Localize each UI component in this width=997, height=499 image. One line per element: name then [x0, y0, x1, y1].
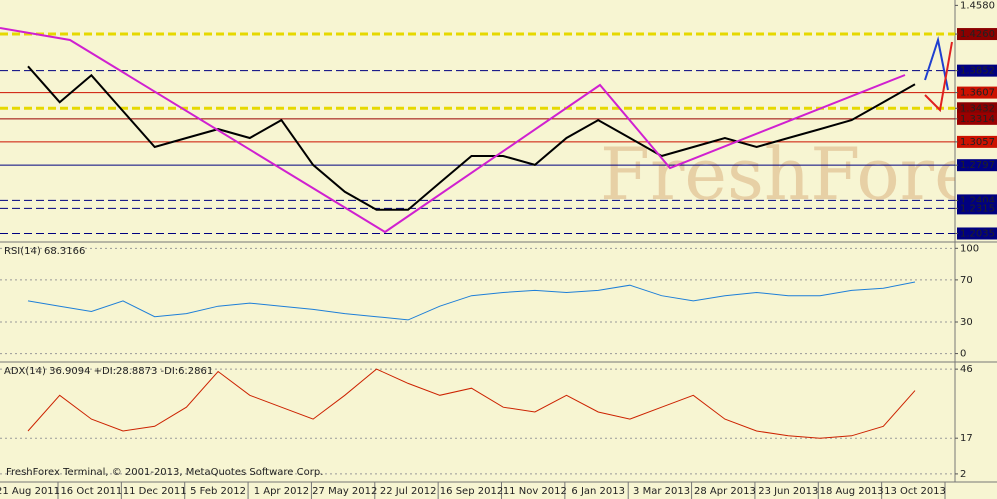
- y-tick-label: 100: [960, 243, 979, 254]
- tick-label-box: [957, 64, 997, 77]
- tick-label-box: [957, 112, 997, 125]
- forecast-arrow: [924, 41, 953, 113]
- x-tick-label: 16 Sep 2012: [440, 486, 503, 497]
- y-tick-label: 1.3432: [960, 103, 995, 114]
- x-tick-label: 16 Oct 2011: [60, 486, 122, 497]
- tick-label-box: [957, 202, 997, 215]
- trend-line: [0, 27, 906, 234]
- series-line: [27, 65, 916, 211]
- x-tick-label: 28 Apr 2013: [694, 486, 756, 497]
- y-tick-label: 70: [960, 275, 973, 286]
- x-tick-label: 6 Jan 2013: [571, 486, 625, 497]
- indicator-title: RSI(14) 68.3166: [4, 246, 85, 257]
- watermark: FreshForex: [600, 132, 997, 216]
- tick-label-box: [957, 135, 997, 148]
- x-tick-label: 22 Jul 2012: [380, 486, 437, 497]
- series-line: [27, 368, 916, 439]
- y-tick-label: 1.2404: [960, 195, 995, 206]
- footer: FreshForex Terminal, © 2001-2013, MetaQu…: [6, 467, 323, 478]
- y-tick-label: 1.3607: [960, 88, 995, 99]
- forecast-arrow: [924, 36, 949, 91]
- x-tick-label: 11 Dec 2011: [123, 486, 187, 497]
- y-tick-label: 1.3057: [960, 137, 995, 148]
- tick-label-box: [957, 86, 997, 99]
- y-tick-label: 17: [960, 433, 973, 444]
- y-tick-label: 1.2797: [960, 160, 995, 171]
- x-tick-label: 18 Aug 2013: [820, 486, 884, 497]
- x-tick-label: 3 Mar 2013: [633, 486, 690, 497]
- tick-label-box: [957, 28, 997, 41]
- y-tick-label: 1.4260: [960, 29, 995, 40]
- series-line: [27, 281, 916, 321]
- y-tick-label: 1.3852: [960, 66, 995, 77]
- y-tick-label: 1.4580: [960, 0, 995, 11]
- y-tick-label: 1.3314: [960, 114, 995, 125]
- x-tick-label: 13 Oct 2013: [884, 486, 946, 497]
- x-tick-label: 21 Aug 2011: [0, 486, 60, 497]
- tick-label-box: [957, 102, 997, 115]
- indicator-title: ADX(14) 36.9094 +DI:28.8873 -DI:6.2861: [4, 366, 213, 377]
- y-tick-label: 46: [960, 364, 973, 375]
- y-tick-label: 0: [960, 349, 966, 360]
- x-tick-label: 1 Apr 2012: [254, 486, 309, 497]
- y-tick-label: 2: [960, 469, 966, 480]
- y-tick-label: 1.2315: [960, 203, 995, 214]
- tick-label-box: [957, 227, 997, 240]
- x-tick-label: 23 Jun 2013: [758, 486, 818, 497]
- x-tick-label: 11 Nov 2012: [503, 486, 567, 497]
- x-tick-label: 5 Feb 2012: [190, 486, 246, 497]
- y-tick-label: 1.2035: [960, 228, 995, 239]
- x-tick-label: 27 May 2012: [312, 486, 377, 497]
- tick-label-box: [957, 159, 997, 172]
- y-tick-label: 30: [960, 317, 973, 328]
